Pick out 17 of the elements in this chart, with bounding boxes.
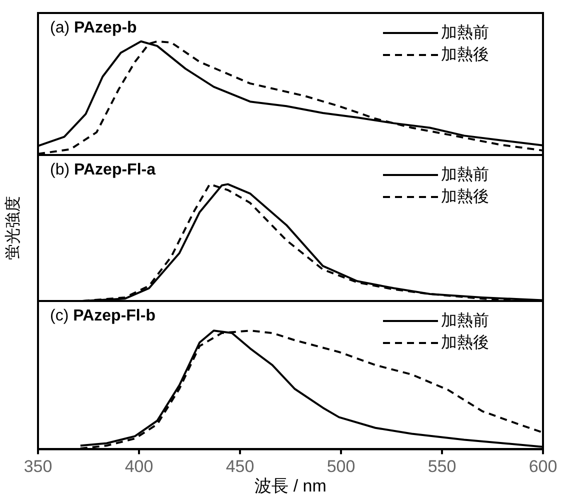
x-tick-label: 600 bbox=[528, 457, 558, 476]
legend-label: 加熱後 bbox=[441, 45, 489, 64]
legend-label: 加熱前 bbox=[441, 23, 489, 42]
chart-title: (a) PAzep-b bbox=[50, 19, 138, 36]
x-tick-label: 550 bbox=[428, 457, 456, 476]
x-axis-title: 波長 / nm bbox=[254, 476, 326, 496]
y-axis-title: 蛍光強度 bbox=[4, 196, 22, 260]
x-tick-label: 400 bbox=[124, 457, 154, 476]
chart-title: (c) PAzep-Fl-b bbox=[50, 307, 156, 324]
legend-label: 加熱後 bbox=[441, 187, 489, 206]
chart-title: (b) PAzep-Fl-a bbox=[50, 161, 156, 178]
x-tick-label: 450 bbox=[226, 457, 254, 476]
x-tick-label: 350 bbox=[24, 457, 52, 476]
legend-label: 加熱前 bbox=[441, 311, 489, 330]
legend-label: 加熱前 bbox=[441, 165, 489, 184]
legend-label: 加熱後 bbox=[441, 333, 489, 352]
x-tick-label: 500 bbox=[326, 457, 356, 476]
